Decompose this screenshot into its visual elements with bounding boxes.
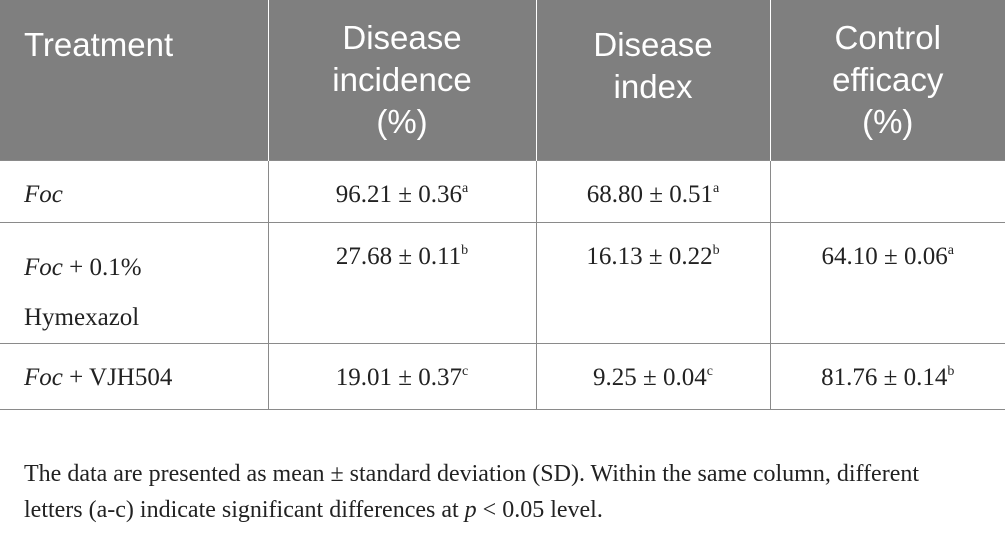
table-footnote: The data are presented as mean ± standar… [24, 456, 999, 528]
value: 68.80 ± 0.51 [586, 180, 713, 208]
cell-disease-index: 68.80 ± 0.51a [536, 159, 771, 223]
cell-disease-index: 16.13 ± 0.22b [536, 221, 771, 344]
significance-letter: a [713, 180, 720, 196]
header-disease-index: Disease index [536, 0, 771, 160]
value: 96.21 ± 0.36 [335, 180, 462, 208]
treatment-suffix: + 0.1% [62, 253, 142, 281]
header-line: (%) [376, 102, 428, 140]
treatment-organism: Foc [24, 363, 63, 391]
header-row: Treatment Disease incidence (%) Disease … [0, 0, 1005, 160]
footnote-text: letters (a-c) indicate significant diffe… [24, 497, 465, 523]
treatment-suffix: + VJH504 [62, 363, 173, 391]
value: 81.76 ± 0.14 [821, 363, 948, 391]
value: 16.13 ± 0.22 [586, 242, 713, 270]
results-table-container: Treatment Disease incidence (%) Disease … [0, 0, 1005, 410]
cell-disease-incidence: 96.21 ± 0.36a [268, 159, 537, 223]
value: 9.25 ± 0.04 [593, 363, 707, 391]
cell-treatment: Foc + 0.1% Hymexazol [0, 221, 269, 344]
cell-treatment: Foc [0, 159, 269, 223]
value: 27.68 ± 0.11 [335, 242, 462, 270]
header-line: (%) [862, 102, 914, 140]
header-line: Control [834, 18, 941, 56]
table-row: Foc + 0.1% Hymexazol 27.68 ± 0.11b 16.13 … [0, 221, 1005, 344]
footnote-p-symbol: p [464, 497, 477, 523]
cell-disease-incidence: 27.68 ± 0.11b [268, 221, 537, 344]
cell-control-efficacy: 64.10 ± 0.06a [770, 221, 1005, 344]
header-line: Disease [342, 18, 462, 56]
table-header: Treatment Disease incidence (%) Disease … [0, 0, 1005, 160]
footnote-line-2: letters (a-c) indicate significant diffe… [24, 492, 999, 528]
cell-disease-incidence: 19.01 ± 0.37c [268, 342, 537, 410]
header-control-efficacy: Control efficacy (%) [770, 0, 1005, 160]
footnote-text: < 0.05 level. [476, 497, 603, 523]
significance-letter: c [462, 363, 469, 379]
cell-control-efficacy: 81.76 ± 0.14b [770, 342, 1005, 410]
header-line: Disease [593, 26, 713, 63]
significance-letter: c [706, 363, 713, 379]
header-disease-incidence: Disease incidence (%) [268, 0, 537, 160]
header-line: incidence [332, 60, 472, 98]
cell-treatment: Foc + VJH504 [0, 342, 269, 410]
table-row: Foc 96.21 ± 0.36a 68.80 ± 0.51a [0, 159, 1005, 223]
treatment-line2: Hymexazol [24, 303, 140, 331]
header-line: Treatment [24, 26, 174, 63]
header-treatment: Treatment [0, 0, 269, 160]
cell-disease-index: 9.25 ± 0.04c [536, 342, 771, 410]
results-table: Treatment Disease incidence (%) Disease … [0, 0, 1005, 410]
significance-letter: b [461, 242, 469, 258]
header-line: efficacy [832, 60, 944, 98]
table-row: Foc + VJH504 19.01 ± 0.37c 9.25 ± 0.04c … [0, 342, 1005, 410]
header-line: index [613, 68, 693, 105]
cell-control-efficacy [770, 159, 1005, 223]
significance-letter: a [462, 180, 469, 196]
value: 64.10 ± 0.06 [821, 242, 948, 270]
table-body: Foc 96.21 ± 0.36a 68.80 ± 0.51a Foc + 0.… [0, 159, 1005, 410]
significance-letter: b [712, 242, 720, 258]
value: 19.01 ± 0.37 [335, 363, 462, 391]
treatment-organism: Foc [24, 253, 63, 281]
significance-letter: b [947, 363, 955, 379]
treatment-organism: Foc [24, 180, 63, 208]
footnote-line-1: The data are presented as mean ± standar… [24, 461, 920, 487]
significance-letter: a [947, 242, 954, 258]
